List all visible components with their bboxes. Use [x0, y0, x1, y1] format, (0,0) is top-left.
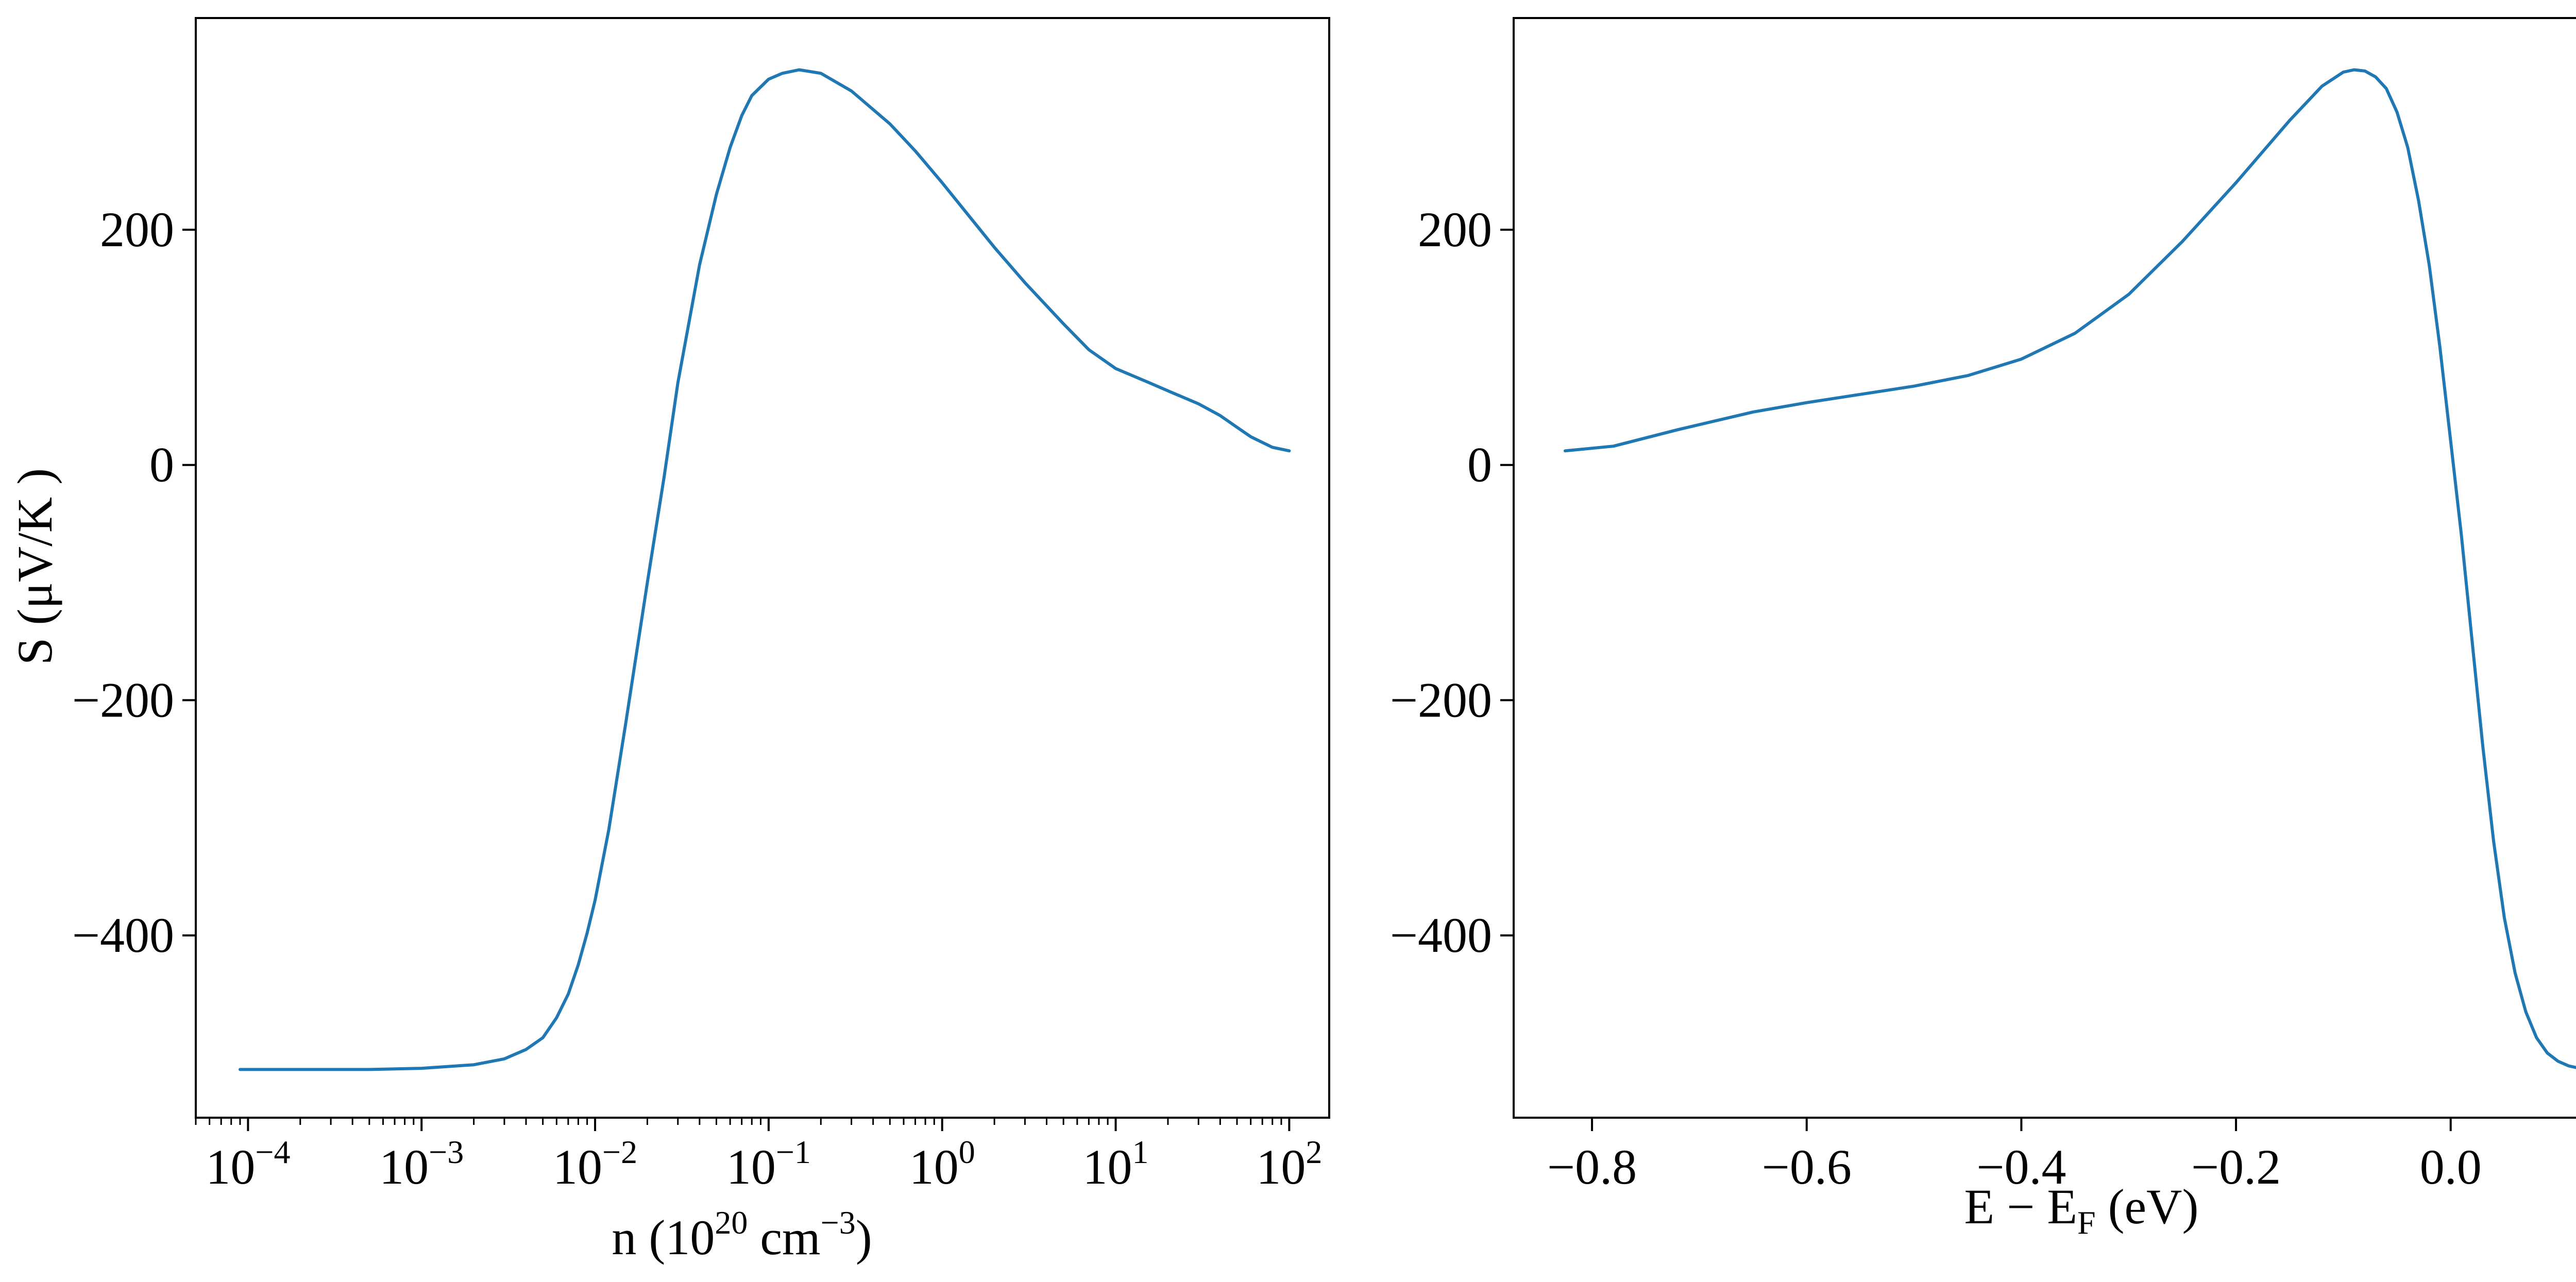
- left-plot-frame: [195, 17, 1330, 1119]
- right-x-tick-label: −0.6: [1762, 1139, 1852, 1194]
- right-x-tick-label: 0.0: [2420, 1139, 2482, 1194]
- right-y-tick-label: 0: [1467, 437, 1492, 492]
- left-x-tick-label: 10−1: [726, 1134, 811, 1194]
- left-y-axis-title: S (μV/K ): [7, 468, 62, 665]
- left-series-line-0: [239, 68, 1291, 1071]
- right-plot-area: [1564, 68, 2576, 1069]
- left-x-tick-label: 100: [909, 1134, 975, 1194]
- right-x-tick-label: −0.4: [1976, 1139, 2066, 1194]
- right-plot-frame: [1513, 17, 2576, 1119]
- right-y-tick-label: −400: [1390, 908, 1492, 963]
- right-x-tick-label: −0.8: [1547, 1139, 1637, 1194]
- left-x-axis-title: n (1020 cm−3): [612, 1204, 872, 1265]
- left-y-tick-label: 200: [100, 202, 174, 257]
- left-x-tick-label: 101: [1083, 1134, 1149, 1194]
- left-x-tick-label: 102: [1256, 1134, 1322, 1194]
- left-x-tick-label: 10−4: [206, 1134, 290, 1194]
- right-chart-panel: −0.8 −0.6 −0.4 −0.2 0.0 200 0 −200 −400 E − EF …: [1390, 17, 2576, 1241]
- left-x-tick-label: 10−3: [379, 1134, 464, 1194]
- left-y-ticks: 200 0 −200 −400: [72, 202, 196, 963]
- right-y-tick-label: 200: [1418, 202, 1492, 257]
- left-x-ticks: 10−4 10−3 10−2 10−1 100 101 102: [195, 1118, 1322, 1194]
- left-chart-panel: 10−4 10−3 10−2 10−1 100 101 102 200 0 −200 −400 n…: [7, 17, 1330, 1265]
- left-y-tick-label: −400: [72, 908, 174, 963]
- left-y-tick-label: −200: [72, 672, 174, 727]
- right-x-ticks: −0.8 −0.6 −0.4 −0.2 0.0: [1547, 1118, 2482, 1194]
- right-x-tick-label: −0.2: [2191, 1139, 2281, 1194]
- left-x-tick-label: 10−2: [553, 1134, 637, 1194]
- right-x-axis-title: E − EF (eV): [1964, 1179, 2199, 1241]
- right-series-line-0: [1564, 68, 2576, 1069]
- right-y-tick-label: −200: [1390, 672, 1492, 727]
- left-plot-area: [239, 68, 1291, 1071]
- left-y-tick-label: 0: [149, 437, 174, 492]
- right-y-ticks: 200 0 −200 −400: [1390, 202, 1514, 963]
